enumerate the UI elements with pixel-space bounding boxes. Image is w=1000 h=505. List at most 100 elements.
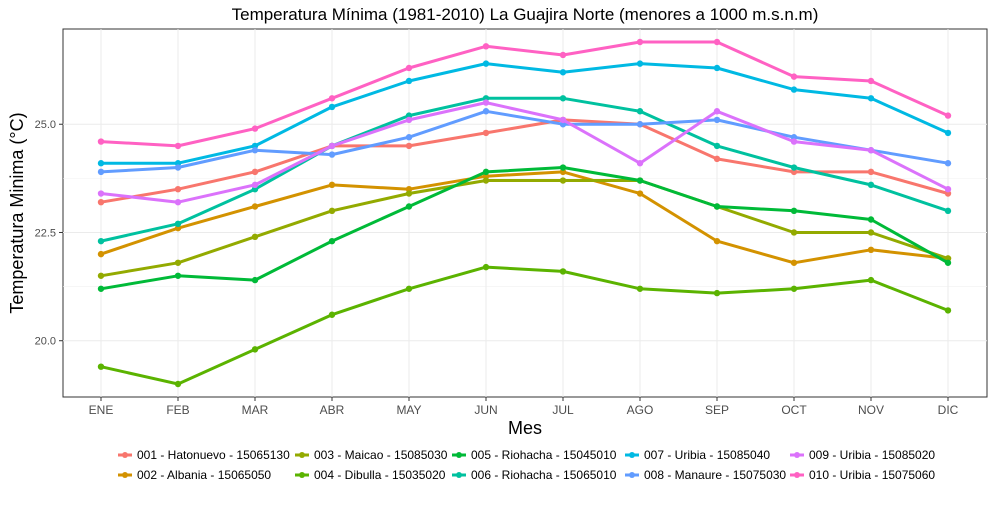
data-point — [174, 198, 182, 206]
x-tick-label: ABR — [320, 403, 345, 417]
data-point — [713, 203, 721, 210]
legend-label: 004 - Dibulla - 15035020 — [314, 468, 446, 482]
legend-item: 002 - Albania - 15065050 — [118, 468, 271, 482]
data-point — [482, 108, 490, 115]
data-point — [174, 380, 182, 388]
data-point — [636, 121, 644, 128]
data-point — [328, 103, 336, 111]
x-tick-label: MAR — [242, 403, 269, 417]
legend-item: 010 - Uribia - 15075060 — [790, 468, 935, 482]
data-point — [636, 108, 644, 115]
data-point — [405, 64, 413, 72]
x-tick-label: MAY — [396, 403, 421, 417]
plot-panel — [62, 28, 988, 398]
x-axis-title: Mes — [508, 418, 542, 438]
data-point — [97, 237, 105, 245]
x-tick-label: JUL — [552, 403, 574, 417]
data-point — [482, 177, 490, 184]
data-point — [482, 129, 490, 137]
data-point — [97, 250, 105, 258]
series-line — [99, 109, 950, 174]
data-point — [97, 190, 105, 197]
y-tick-label: 20.0 — [35, 336, 56, 348]
data-point — [559, 51, 567, 59]
legend-label: 007 - Uribia - 15085040 — [644, 448, 770, 462]
legend-label: 006 - Riohacha - 15065010 — [471, 468, 617, 482]
data-point — [944, 207, 952, 215]
data-point — [944, 307, 952, 314]
data-point — [790, 207, 798, 215]
data-point — [867, 216, 875, 223]
legend-label: 001 - Hatonuevo - 15065130 — [137, 448, 290, 462]
data-point — [251, 203, 259, 210]
data-point — [328, 207, 336, 215]
legend-item: 009 - Uribia - 15085020 — [790, 448, 935, 462]
legend-marker — [456, 472, 462, 478]
legend-label: 005 - Riohacha - 15045010 — [471, 448, 617, 462]
legend-label: 009 - Uribia - 15085020 — [809, 448, 935, 462]
x-tick-label: SEP — [705, 403, 729, 417]
series-lines — [97, 38, 952, 388]
series-line — [99, 101, 950, 204]
data-point — [867, 229, 875, 236]
data-point — [482, 43, 490, 50]
series-line — [99, 166, 950, 291]
legend-marker — [794, 452, 800, 458]
series-group — [97, 99, 952, 206]
data-point — [713, 142, 721, 150]
data-point — [405, 116, 413, 124]
data-point — [97, 168, 105, 176]
data-point — [867, 246, 875, 253]
legend-item: 001 - Hatonuevo - 15065130 — [118, 448, 290, 462]
data-point — [944, 259, 952, 266]
legend-marker — [122, 472, 128, 478]
legend-label: 008 - Manaure - 15075030 — [644, 468, 786, 482]
data-point — [482, 263, 490, 271]
grid-lines — [63, 29, 987, 397]
series-group — [97, 164, 952, 292]
legend-marker — [629, 472, 635, 478]
x-tick-label: JUN — [474, 403, 497, 417]
legend-label: 010 - Uribia - 15075060 — [809, 468, 935, 482]
data-point — [174, 220, 182, 228]
data-point — [251, 276, 259, 284]
data-point — [867, 147, 875, 154]
data-point — [97, 272, 105, 279]
data-point — [636, 160, 644, 167]
legend-item: 005 - Riohacha - 15045010 — [452, 448, 617, 462]
series-line — [99, 179, 950, 278]
series-line — [99, 62, 950, 165]
data-point — [97, 160, 105, 167]
x-tick-label: OCT — [781, 403, 807, 417]
data-point — [251, 346, 259, 353]
data-point — [559, 268, 567, 275]
legend: 001 - Hatonuevo - 15065130 002 - Albania … — [118, 448, 935, 482]
legend-item: 008 - Manaure - 15075030 — [625, 468, 786, 482]
data-point — [251, 125, 259, 132]
data-point — [405, 203, 413, 210]
data-point — [559, 69, 567, 76]
data-point — [97, 138, 105, 145]
legend-marker — [629, 452, 635, 458]
data-point — [174, 259, 182, 266]
data-point — [174, 185, 182, 193]
data-point — [251, 181, 259, 189]
data-point — [636, 177, 644, 184]
data-point — [328, 311, 336, 318]
data-point — [713, 108, 721, 115]
data-point — [328, 142, 336, 150]
x-tick-label: FEB — [166, 403, 189, 417]
data-point — [636, 60, 644, 67]
data-point — [328, 151, 336, 158]
data-point — [713, 64, 721, 72]
series-line — [99, 265, 950, 386]
data-point — [944, 160, 952, 167]
x-tick-label: NOV — [858, 403, 884, 417]
data-point — [559, 116, 567, 124]
data-point — [174, 164, 182, 171]
data-point — [790, 285, 798, 292]
data-point — [867, 77, 875, 85]
series-group — [97, 60, 952, 167]
